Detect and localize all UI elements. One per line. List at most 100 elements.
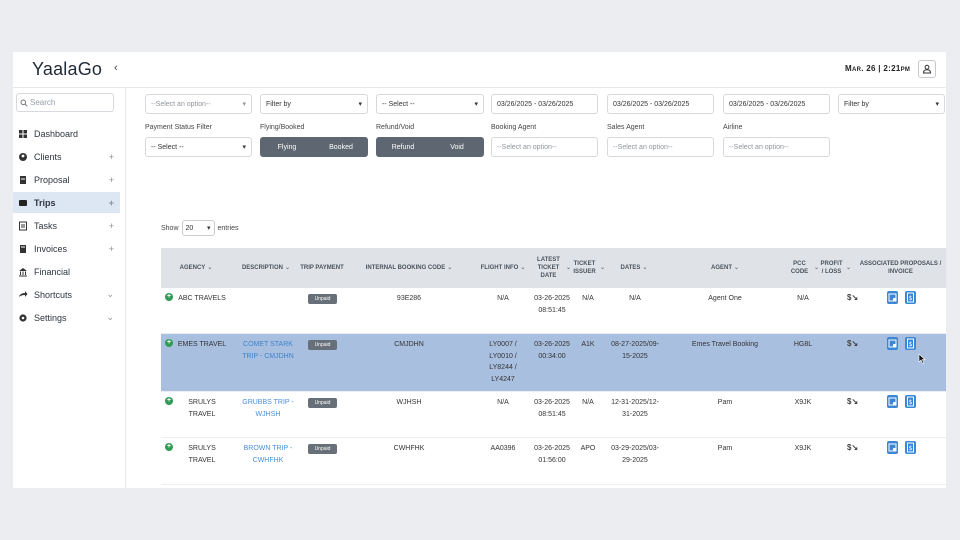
sidebar-item-label: Dashboard [34, 128, 79, 139]
sales-agent-select[interactable]: --Select an option-- [607, 137, 714, 157]
chevron-down-icon[interactable]: ⌄ [106, 312, 114, 322]
refund-button[interactable]: Refund [391, 143, 415, 151]
app-logo[interactable]: YaalaGo [32, 59, 103, 79]
sidebar-item-tasks[interactable]: Tasks + [13, 215, 120, 236]
flying-button[interactable]: Flying [277, 143, 297, 151]
sidebar-item-proposal[interactable]: Proposal + [13, 169, 120, 190]
expand-row-icon[interactable]: + [165, 293, 173, 301]
sidebar-item-financial[interactable]: Financial [13, 261, 120, 282]
profit-loss-icon[interactable]: $↘ [847, 293, 859, 302]
cell-code: WJHSH [396, 399, 422, 406]
expand-row-icon[interactable]: + [165, 443, 173, 451]
sort-chevron-icon[interactable]: ⌄ [845, 264, 851, 271]
expand-row-icon[interactable]: + [165, 339, 173, 347]
table-row[interactable]: + SRULYS TRAVEL BROWN TRIP - CWHFHK CWHFHK A… [161, 438, 946, 485]
invoices-icon [18, 244, 28, 254]
payment-status-select[interactable]: -- Select -- ▾ [145, 137, 252, 157]
sort-chevron-icon[interactable]: ⌄ [207, 264, 213, 271]
sort-chevron-icon[interactable]: ⌄ [733, 264, 740, 271]
sort-chevron-icon[interactable]: ⌄ [284, 264, 291, 271]
column-header-internal-booking-code[interactable]: INTERNAL BOOKING CODE ⌄ [345, 248, 473, 288]
filter-2-select[interactable]: Filter by ▾ [260, 94, 368, 114]
svg-text:$: $ [909, 295, 913, 302]
add-icon[interactable]: + [108, 151, 114, 162]
cell-description[interactable]: COMET STARK TRIP - CMJDHN [242, 341, 294, 360]
sidebar-item-clients[interactable]: Clients + [13, 146, 120, 167]
table-row[interactable]: + EMES TRAVEL COMET STARK TRIP - CMJDHN CMJ… [161, 334, 946, 392]
column-header-latest-ticket-date[interactable]: LATEST TICKET DATE ⌄ [533, 248, 571, 288]
invoice-icon[interactable]: $ [905, 291, 916, 304]
sidebar-item-invoices[interactable]: Invoices + [13, 238, 120, 259]
sort-chevron-icon[interactable]: ⌄ [565, 264, 571, 271]
sort-chevron-icon[interactable]: ⌄ [599, 264, 605, 271]
associated-proposal-icon[interactable] [887, 395, 898, 408]
filter-3-select[interactable]: -- Select -- ▾ [376, 94, 484, 114]
sidebar-search-input[interactable]: Search [16, 93, 114, 112]
profit-loss-icon[interactable]: $↘ [847, 339, 859, 348]
profit-loss-icon[interactable]: $↘ [847, 443, 859, 452]
column-header-profit-loss[interactable]: PROFIT / LOSS ⌄ [819, 248, 851, 288]
column-header-agent[interactable]: AGENT ⌄ [663, 248, 787, 288]
invoice-icon[interactable]: $ [905, 441, 916, 454]
void-button[interactable]: Void [450, 143, 464, 151]
chevron-down-icon[interactable]: ⌄ [106, 289, 114, 299]
cell-description[interactable]: BROWN TRIP - CWHFHK [243, 445, 293, 464]
cell-code: CWHFHK [393, 445, 425, 452]
filter-7-select[interactable]: Filter by ▾ [838, 94, 945, 114]
add-icon[interactable]: + [108, 174, 114, 185]
filter-6-select[interactable]: 03/26/2025 - 03/26/2025 [723, 94, 830, 114]
column-header-pcc-code[interactable]: PCC CODE ⌄ [787, 248, 819, 288]
mouse-cursor-icon [918, 354, 926, 364]
column-header-trip-payment[interactable]: TRIP PAYMENT [299, 248, 345, 288]
sidebar-item-label: Trips [34, 197, 56, 208]
expand-row-icon[interactable]: + [165, 397, 173, 405]
sidebar-item-dashboard[interactable]: Dashboard [13, 123, 120, 144]
associated-proposal-icon[interactable] [887, 337, 898, 350]
cell-flight: LY0007 / LY0010 / LY8244 / LY4247 [489, 341, 517, 383]
cell-ticket-date: 03-26-2025 08:51:45 [534, 399, 570, 418]
column-header-flight-info[interactable]: FLIGHT INFO ⌄ [473, 248, 533, 288]
sort-chevron-icon[interactable]: ⌄ [813, 264, 819, 271]
booked-button[interactable]: Booked [329, 143, 353, 151]
add-icon[interactable]: + [108, 243, 114, 254]
user-menu-button[interactable] [918, 60, 936, 78]
filter-5-select[interactable]: 03/26/2025 - 03/26/2025 [607, 94, 714, 114]
associated-proposal-icon[interactable] [887, 441, 898, 454]
refund-void-label: Refund/Void [376, 124, 415, 131]
chevron-down-icon: ▾ [207, 225, 211, 232]
show-entries: Show 20 ▾ entries [161, 220, 239, 236]
add-icon[interactable]: + [108, 220, 114, 231]
sidebar-item-settings[interactable]: Settings ⌄ [13, 307, 120, 328]
sort-chevron-icon[interactable]: ⌄ [447, 264, 453, 271]
sales-agent-placeholder: --Select an option-- [613, 143, 673, 151]
cell-flight: N/A [497, 399, 509, 406]
column-header-associated-proposals-invoice[interactable]: ASSOCIATED PROPOSALS / INVOICE [851, 248, 946, 288]
cell-issuer: N/A [582, 399, 594, 406]
profit-loss-icon[interactable]: $↘ [847, 397, 859, 406]
sidebar-item-shortcuts[interactable]: Shortcuts ⌄ [13, 284, 120, 305]
associated-proposal-icon[interactable] [887, 291, 898, 304]
filter-4-select[interactable]: 03/26/2025 - 03/26/2025 [491, 94, 598, 114]
table-row[interactable]: + SRULYS TRAVEL GRUBBS TRIP - WJHSH WJHSH N/… [161, 392, 946, 438]
sort-chevron-icon[interactable]: ⌄ [520, 264, 526, 271]
airline-select[interactable]: --Select an option-- [723, 137, 830, 157]
column-header-label: LATEST TICKET DATE [537, 256, 560, 280]
sort-chevron-icon[interactable]: ⌄ [642, 264, 648, 271]
sidebar-item-trips[interactable]: Trips + [13, 192, 120, 213]
column-header-description[interactable]: DESCRIPTION ⌄ [231, 248, 301, 288]
table-row[interactable]: +MAS TRAVELCARLAN TRIP - DMSZEZDMSZEZDL2… [161, 485, 946, 488]
airline-placeholder: --Select an option-- [729, 143, 789, 151]
column-header-ticket-issuer[interactable]: TICKET ISSUER ⌄ [571, 248, 605, 288]
collapse-sidebar-icon[interactable]: ‹ [114, 62, 118, 74]
add-icon[interactable]: + [108, 197, 114, 208]
column-header-dates[interactable]: DATES ⌄ [605, 248, 663, 288]
invoice-icon[interactable]: $ [905, 337, 916, 350]
column-header-agency[interactable]: AGENCY ⌄ [161, 248, 231, 288]
cell-description[interactable]: GRUBBS TRIP - WJHSH [242, 399, 294, 418]
entries-per-page-select[interactable]: 20 ▾ [181, 220, 215, 236]
table-row[interactable]: + ABC TRAVELS 93E286 N/A 03-26-2025 08:51:45… [161, 288, 946, 334]
svg-text:$: $ [909, 399, 913, 406]
invoice-icon[interactable]: $ [905, 395, 916, 408]
filter-1-select[interactable]: --Select an option-- ▾ [145, 94, 252, 114]
booking-agent-select[interactable]: --Select an option-- [491, 137, 598, 157]
